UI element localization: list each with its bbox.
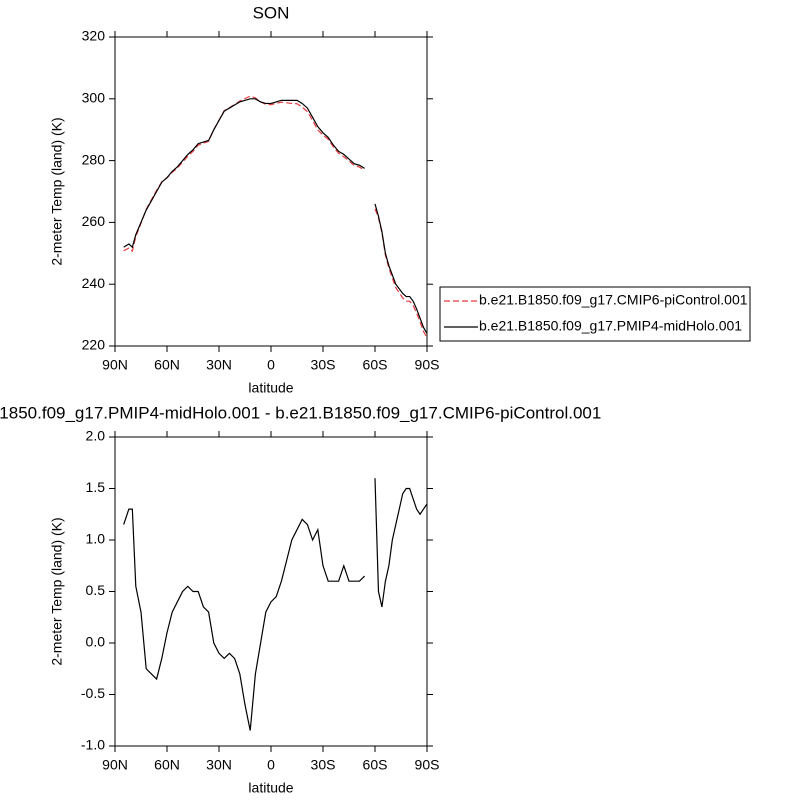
series-line: [123, 95, 365, 253]
x-tick-label: 90N: [102, 757, 128, 773]
x-tick-label: 90S: [415, 357, 440, 373]
y-tick-label: -1.0: [81, 737, 105, 753]
legend-box: [439, 286, 751, 342]
legend-label: b.e21.B1850.f09_g17.PMIP4-midHolo.001: [479, 318, 742, 334]
x-tick-label: 30N: [206, 357, 232, 373]
x-tick-label: 90N: [102, 357, 128, 373]
plot-frame: [114, 36, 428, 347]
y-tick-label: 220: [82, 337, 106, 353]
x-tick-label: 60S: [363, 357, 388, 373]
plot-frame: [114, 436, 428, 747]
y-tick-label: 1.0: [86, 531, 106, 547]
x-tick-label: 0: [267, 757, 275, 773]
chart-title: SON: [253, 3, 290, 22]
x-tick-label: 0: [267, 357, 275, 373]
series-line: [374, 203, 428, 334]
data-line: [374, 478, 428, 608]
x-tick-label: 30N: [206, 757, 232, 773]
x-tick-label: 60S: [363, 757, 388, 773]
y-tick-label: 0.5: [86, 582, 106, 598]
x-axis-label: latitude: [248, 380, 293, 396]
series-line: [374, 208, 428, 339]
x-tick-label: 60N: [154, 757, 180, 773]
y-tick-label: 260: [82, 213, 106, 229]
y-tick-label: 280: [82, 151, 106, 167]
y-axis-label: 2-meter Temp (land) (K): [49, 117, 65, 265]
y-tick-label: -0.5: [81, 685, 105, 701]
y-tick-label: 300: [82, 90, 106, 106]
y-tick-label: 0.0: [86, 634, 106, 650]
x-tick-label: 30S: [311, 357, 336, 373]
y-tick-label: 1.5: [86, 479, 106, 495]
series-line: [123, 98, 365, 249]
data-line: [123, 508, 366, 731]
y-tick-label: 320: [82, 28, 106, 44]
chart-title: b.e21.B1850.f09_g17.PMIP4-midHolo.001 - …: [0, 403, 601, 422]
legend-label: b.e21.B1850.f09_g17.CMIP6-piControl.001: [479, 292, 748, 308]
x-tick-label: 90S: [415, 757, 440, 773]
x-tick-label: 30S: [311, 757, 336, 773]
x-tick-label: 60N: [154, 357, 180, 373]
y-tick-label: 240: [82, 275, 106, 291]
y-tick-label: 2.0: [86, 428, 106, 444]
y-axis-label: 2-meter Temp (land) (K): [49, 517, 65, 665]
x-axis-label: latitude: [248, 780, 293, 796]
